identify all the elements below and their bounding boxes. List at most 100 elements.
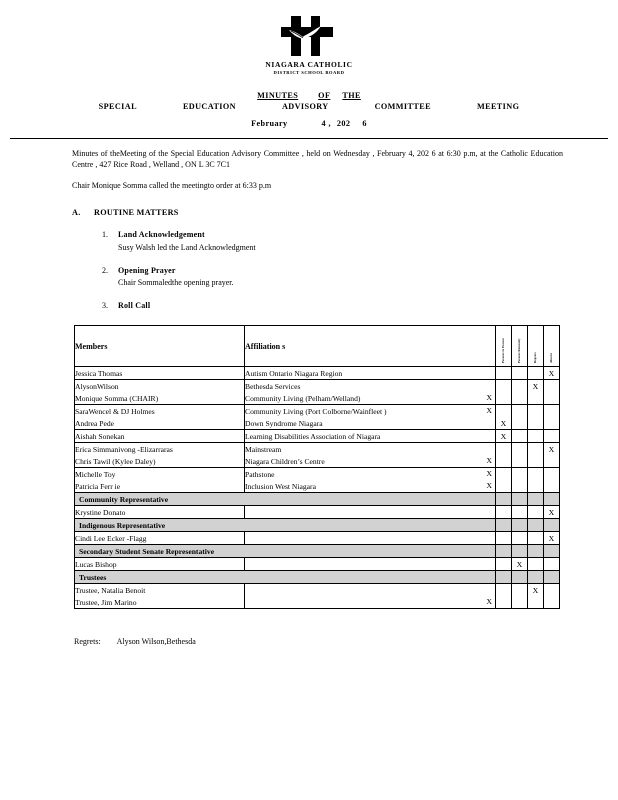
- attendance-mark-cell: [495, 404, 512, 418]
- attendance-mark-cell: [511, 505, 528, 520]
- table-row: Jessica Thomas Autism Ontario Niagara Reg…: [74, 366, 560, 381]
- table-section-mark-cell: [527, 492, 544, 507]
- column-header-present-in-person-label: Present in Person: [500, 338, 505, 364]
- table-section-label: Secondary Student Senate Representative: [74, 544, 496, 559]
- table-section-mark-cell: [527, 544, 544, 559]
- item-heading: Opening Prayer: [118, 265, 176, 275]
- title-date: February 4 , 202 6: [0, 119, 618, 128]
- attendance-mark-cell: [495, 442, 512, 456]
- table-row: Cindi Lee Ecker -Flagg X: [74, 531, 560, 546]
- attendance-mark-cell: [543, 417, 560, 431]
- attendance-mark-cell: X: [511, 557, 528, 572]
- attendance-mark-cell: [495, 467, 512, 481]
- title-line-one: MINUTES OF THE: [0, 91, 618, 100]
- attendance-mark: X: [486, 393, 492, 403]
- attendance-mark-cell: [527, 429, 544, 444]
- attendance-mark-cell: [511, 583, 528, 597]
- table-row: Patricia Ferr ie Inclusion West Niagara X: [74, 480, 560, 494]
- section-a-title: ROUTINE MATTERS: [94, 208, 179, 218]
- table-section-label: Trustees: [74, 570, 496, 585]
- date-year-part-a: 202: [336, 118, 351, 128]
- list-item: 2. Opening Prayer Chair Sommaledthe openi…: [102, 265, 563, 289]
- table-row: Erica Simmanivong -Elizarraras Mainstream…: [74, 442, 560, 456]
- affiliation-cell: Down Syndrome Niagara: [244, 417, 496, 431]
- attendance-table-container: Members Affiliation s Present in Person …: [74, 325, 560, 610]
- table-row: SaraWencel & DJ Holmes Community Living (…: [74, 404, 560, 418]
- column-header-regrets: Regrets: [527, 325, 544, 368]
- affiliation-cell: X: [244, 596, 496, 610]
- column-header-absent: Absent: [543, 325, 560, 368]
- affiliation-cell: Inclusion West Niagara X: [244, 480, 496, 494]
- table-row: Andrea Pede Down Syndrome Niagara X: [74, 417, 560, 431]
- table-head: Members Affiliation s Present in Person …: [74, 325, 560, 368]
- attendance-table: Members Affiliation s Present in Person …: [74, 325, 560, 610]
- attendance-mark-cell: [511, 366, 528, 381]
- attendance-mark-cell: X: [495, 429, 512, 444]
- table-row: Aishah Sonekan Learning Disabilities Asso…: [74, 429, 560, 444]
- organization-logo: NIAGARA CATHOLIC DISTRICT SCHOOL BOARD: [0, 0, 618, 75]
- attendance-mark-cell: X: [543, 505, 560, 520]
- attendance-mark-cell: X: [543, 442, 560, 456]
- member-name-cell: Aishah Sonekan: [74, 429, 245, 444]
- attendance-mark-cell: [511, 429, 528, 444]
- attendance-mark-cell: [511, 442, 528, 456]
- table-section-mark-cell: [543, 570, 560, 585]
- attendance-mark-cell: [495, 480, 512, 494]
- column-header-members: Members: [74, 325, 245, 368]
- title-advisory: ADVISORY: [281, 101, 329, 111]
- member-name-cell: Lucas Bishop: [74, 557, 245, 572]
- table-section-mark-cell: [511, 544, 528, 559]
- attendance-mark-cell: [543, 392, 560, 406]
- member-name-cell: Chris Tawil (Kylee Daley): [74, 455, 245, 469]
- attendance-mark-cell: X: [527, 379, 544, 393]
- attendance-mark-cell: X: [527, 583, 544, 597]
- member-name-cell: Erica Simmanivong -Elizarraras: [74, 442, 245, 456]
- member-name-cell: Andrea Pede: [74, 417, 245, 431]
- title-the: THE: [342, 90, 361, 100]
- title-of: OF: [318, 90, 331, 100]
- table-section-mark-cell: [527, 518, 544, 533]
- attendance-mark-cell: [495, 392, 512, 406]
- table-body: Jessica Thomas Autism Ontario Niagara Reg…: [74, 366, 560, 610]
- member-name-cell: Jessica Thomas: [74, 366, 245, 381]
- table-section-mark-cell: [511, 518, 528, 533]
- item-number: 3.: [102, 300, 108, 310]
- attendance-mark-cell: [527, 366, 544, 381]
- title-meeting: MEETING: [476, 101, 520, 111]
- intro-paragraph-1: Minutes of theMeeting of the Special Edu…: [72, 148, 563, 170]
- affiliation-cell: Community Living (Port Colborne/Wainflee…: [244, 404, 496, 418]
- affiliation-cell: Autism Ontario Niagara Region: [244, 366, 496, 381]
- item-detail: Chair Sommaledthe opening prayer.: [118, 278, 234, 288]
- table-row: AlysonWilson Bethesda Services X: [74, 379, 560, 393]
- attendance-mark-cell: [543, 557, 560, 572]
- column-header-regrets-label: Regrets: [532, 352, 537, 364]
- table-section-mark-cell: [543, 544, 560, 559]
- column-header-present-remotely-label: Present Remotely: [516, 338, 521, 364]
- attendance-mark-cell: [543, 467, 560, 481]
- regrets-line: Regrets: Alyson Wilson,Bethesda: [74, 637, 560, 646]
- attendance-mark-cell: [543, 583, 560, 597]
- cross-with-leaves-icon: [281, 12, 337, 58]
- table-section-label: Indigenous Representative: [74, 518, 496, 533]
- attendance-mark-cell: [495, 583, 512, 597]
- table-section-mark-cell: [495, 570, 512, 585]
- item-heading: Land Acknowledgement: [118, 230, 205, 240]
- attendance-mark: X: [486, 597, 492, 607]
- logo-org-subtitle: DISTRICT SCHOOL BOARD: [273, 69, 345, 75]
- table-section-mark-cell: [511, 492, 528, 507]
- title-line-two: SPECIAL EDUCATION ADVISORY COMMITTEE MEETING: [0, 102, 618, 111]
- section-a-heading: A. ROUTINE MATTERS: [72, 207, 563, 219]
- attendance-mark-cell: [511, 480, 528, 494]
- column-header-present-remotely: Present Remotely: [511, 325, 528, 368]
- attendance-mark-cell: [527, 505, 544, 520]
- attendance-mark-cell: [495, 379, 512, 393]
- affiliation-cell: Pathstone X: [244, 467, 496, 481]
- table-row: Lucas Bishop X: [74, 557, 560, 572]
- affiliation-cell: [244, 531, 496, 546]
- attendance-mark-cell: [543, 429, 560, 444]
- attendance-mark: X: [486, 481, 492, 491]
- member-name-cell: Cindi Lee Ecker -Flagg: [74, 531, 245, 546]
- attendance-mark-cell: [527, 467, 544, 481]
- table-section-label: Community Representative: [74, 492, 496, 507]
- date-year-part-b: 6: [362, 118, 367, 128]
